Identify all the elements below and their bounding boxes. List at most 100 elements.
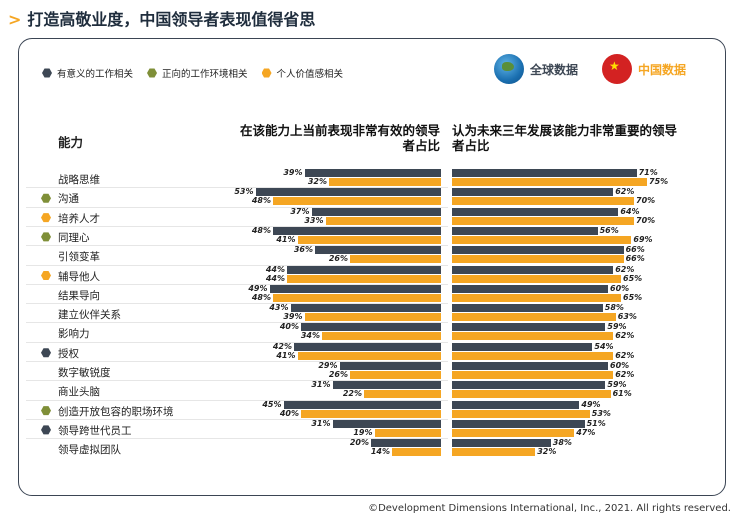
row-separator — [26, 399, 448, 401]
left-value-label: 33% — [304, 215, 324, 225]
right-value-label: 60% — [610, 361, 630, 370]
right-bar-china — [452, 178, 647, 186]
left-value-label: 40% — [279, 322, 299, 332]
left-bar-global — [290, 304, 441, 313]
right-bar-global — [452, 419, 585, 428]
hexagon-icon — [41, 348, 51, 358]
left-bar-global — [304, 169, 441, 177]
legend-label: 有意义的工作相关 — [57, 69, 134, 80]
right-value-label: 38% — [552, 438, 572, 448]
hexagon-icon — [41, 406, 51, 416]
legend-label: 正向的工作环境相关 — [162, 69, 248, 80]
right-bar-china — [452, 351, 614, 360]
hexagon-icon — [147, 68, 158, 78]
right-value-label: 65% — [623, 273, 643, 283]
right-bar-global — [452, 284, 608, 293]
right-value-label: 66% — [625, 254, 645, 264]
right-value-label: 60% — [610, 283, 630, 293]
left-bar-china — [350, 255, 441, 264]
row-separator — [26, 206, 448, 208]
right-bar-global — [452, 323, 606, 332]
row-label: 影响力 — [58, 328, 90, 341]
hexagon-icon — [42, 68, 52, 78]
row-separator — [26, 438, 448, 440]
row-separator — [26, 264, 448, 266]
row-label: 建立伙伴关系 — [58, 309, 121, 322]
right-bar-global — [452, 342, 593, 351]
right-value-label: 47% — [576, 427, 596, 437]
left-bar-global — [294, 342, 441, 351]
left-bar-global — [371, 439, 441, 448]
left-bar-global — [332, 381, 441, 390]
right-bar-global — [452, 188, 614, 197]
row-label: 结果导向 — [58, 289, 100, 302]
right-bar-global — [452, 226, 598, 235]
right-bar-china — [452, 274, 621, 283]
right-bar-global — [452, 265, 614, 274]
row-label: 创造开放包容的职场环境 — [58, 405, 174, 418]
globe-icon — [494, 54, 524, 84]
hexagon-icon — [41, 213, 51, 223]
right-value-label: 66% — [625, 245, 645, 255]
left-value-label: 39% — [283, 168, 303, 177]
left-bar-global — [332, 419, 441, 428]
row-label: 授权 — [58, 347, 79, 360]
right-bar-china — [452, 255, 624, 264]
right-value-label: 59% — [607, 380, 627, 390]
left-value-label: 48% — [251, 225, 271, 235]
right-value-label: 70% — [636, 215, 656, 225]
right-value-label: 54% — [594, 341, 614, 351]
right-value-label: 51% — [586, 418, 606, 428]
right-value-label: 75% — [649, 177, 669, 186]
row-label: 培养人才 — [58, 212, 100, 225]
copyright-footer: ©Development Dimensions International, I… — [368, 503, 731, 514]
chevron-right-icon: > — [8, 10, 22, 29]
left-value-label: 34% — [300, 331, 320, 341]
right-bar-china — [452, 371, 614, 379]
left-bar-china — [329, 178, 441, 186]
hexagon-icon — [41, 271, 51, 280]
left-bar-global — [315, 246, 441, 255]
left-value-label: 31% — [311, 418, 331, 428]
chart-panel — [18, 38, 726, 496]
left-bar-china — [350, 371, 441, 379]
china-data-badge: 中国数据 — [602, 54, 686, 84]
right-bar-china — [452, 293, 621, 302]
right-bar-global — [452, 400, 580, 409]
row-separator — [26, 322, 448, 324]
global-data-badge: 全球数据 — [494, 54, 578, 84]
right-value-label: 53% — [591, 408, 611, 418]
right-bar-china — [452, 216, 634, 225]
row-separator — [26, 418, 448, 420]
row-label: 商业头脑 — [58, 386, 100, 399]
left-bar-china — [392, 448, 441, 457]
row-separator — [26, 283, 448, 285]
left-bar-china — [322, 332, 441, 341]
left-bar-global — [269, 284, 441, 293]
row-header: 能力 — [58, 135, 84, 150]
right-bar-global — [452, 169, 637, 177]
right-value-label: 62% — [615, 264, 635, 274]
row-separator — [26, 341, 448, 343]
left-value-label: 36% — [293, 245, 313, 255]
left-value-label: 49% — [248, 283, 268, 293]
left-value-label: 22% — [342, 389, 362, 399]
right-value-label: 62% — [615, 350, 635, 360]
legend-label: 个人价值感相关 — [276, 69, 344, 80]
left-bar-global — [287, 265, 441, 274]
right-bar-global — [452, 362, 608, 370]
right-bar-global — [452, 439, 551, 448]
hexagon-icon — [41, 193, 51, 203]
left-bar-china — [273, 197, 441, 206]
row-label: 领导跨世代员工 — [58, 424, 132, 437]
row-label: 领导虚拟团队 — [58, 444, 121, 457]
left-column-title: 在该能力上当前表现非常有效的领导者占比 — [240, 123, 441, 153]
left-bar-china — [273, 293, 441, 302]
right-bar-china — [452, 448, 536, 457]
right-value-label: 69% — [633, 234, 653, 244]
left-value-label: 44% — [265, 273, 285, 283]
hexagon-icon — [41, 232, 51, 242]
left-bar-china — [325, 216, 441, 225]
right-bar-china — [452, 332, 614, 341]
row-label: 引领变革 — [58, 251, 100, 264]
